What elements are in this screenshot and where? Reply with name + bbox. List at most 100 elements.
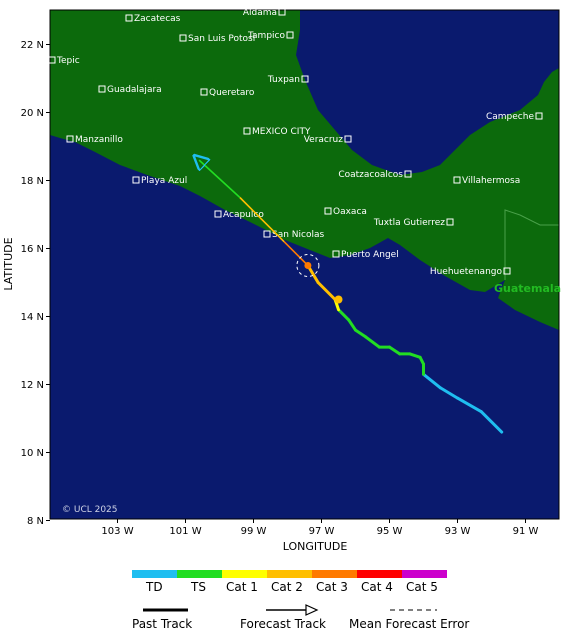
legend-category-label: Cat 5 xyxy=(406,580,438,594)
city-marker-icon xyxy=(446,218,454,226)
forecast-track-label: Forecast Track xyxy=(240,617,326,631)
city-label: Queretaro xyxy=(209,88,255,98)
city-marker-icon xyxy=(243,127,251,135)
x-tick-label: 103 W xyxy=(101,526,133,537)
city-label: Playa Azul xyxy=(141,176,187,186)
past-track-segment xyxy=(439,386,459,400)
past-track-label: Past Track xyxy=(132,617,192,631)
city-marker-icon xyxy=(179,34,187,42)
city-label: Manzanillo xyxy=(75,135,123,145)
city-marker-icon xyxy=(301,75,309,83)
city-label: Huehuetenango xyxy=(430,267,503,277)
city-marker-icon xyxy=(125,14,133,22)
city-label: MEXICO CITY xyxy=(252,127,311,137)
city-marker-icon xyxy=(214,210,222,218)
y-tick-label: 20 N xyxy=(21,108,44,119)
forecast-track-segment xyxy=(283,241,309,267)
y-tick-label: 18 N xyxy=(21,176,44,187)
legend-category-label: Cat 1 xyxy=(226,580,258,594)
city-label: Puerto Angel xyxy=(341,250,399,260)
forecast-track-segment xyxy=(239,196,285,243)
past-track-segment xyxy=(337,308,351,322)
city-marker-icon xyxy=(535,112,543,120)
legend-swatch xyxy=(312,570,357,578)
x-tick-label: 99 W xyxy=(241,526,267,537)
past-track-segment xyxy=(354,328,368,339)
y-tick-label: 14 N xyxy=(21,312,44,323)
city-marker-icon xyxy=(503,267,511,275)
city-marker-icon xyxy=(200,88,208,96)
city-label: Veracruz xyxy=(304,135,344,145)
forecast-arrow-icon xyxy=(305,604,319,616)
y-tick-label: 16 N xyxy=(21,244,44,255)
x-tick-label: 93 W xyxy=(445,526,471,537)
city-label: Oaxaca xyxy=(333,207,367,217)
y-tick-label: 12 N xyxy=(21,380,44,391)
past-track-segment xyxy=(364,335,381,349)
y-tick-label: 10 N xyxy=(21,448,44,459)
legend-category-label: TD xyxy=(145,580,163,594)
city-marker-icon xyxy=(344,135,352,143)
legend-swatch xyxy=(267,570,312,578)
x-tick-label: 101 W xyxy=(169,526,201,537)
x-tick-label: 95 W xyxy=(377,526,403,537)
land-guatemala xyxy=(498,210,559,330)
legend-swatch xyxy=(177,570,222,578)
legend-swatch xyxy=(357,570,402,578)
intensity-legend: TD TS Cat 1 Cat 2 Cat 3 Cat 4 Cat 5 xyxy=(132,570,447,594)
x-tick-label: 97 W xyxy=(309,526,335,537)
city-marker-icon xyxy=(66,135,74,143)
map-plot-area xyxy=(50,10,559,519)
city-label: San Nicolas xyxy=(272,230,324,240)
city-label: Tuxtla Gutierrez xyxy=(373,218,445,228)
city-marker-icon xyxy=(332,250,340,258)
city-marker-icon xyxy=(98,85,106,93)
past-track-segment xyxy=(479,410,504,434)
plot-frame xyxy=(49,9,560,520)
current-position-marker xyxy=(304,262,312,269)
past-track-segment xyxy=(456,396,483,414)
land-mexico xyxy=(50,10,559,292)
city-label: Guadalajara xyxy=(107,85,162,95)
city-marker-icon xyxy=(48,56,56,64)
country-label-guatemala: Guatemala xyxy=(494,282,561,295)
city-label: Coatzacoalcos xyxy=(338,170,403,180)
legend-swatch xyxy=(402,570,447,578)
x-tick-label: 91 W xyxy=(513,526,539,537)
forecast-error-circle xyxy=(296,254,320,277)
city-marker-icon xyxy=(132,176,140,184)
city-marker-icon xyxy=(278,8,286,16)
city-label: Aldama xyxy=(243,8,277,18)
city-label: San Luis Potosi xyxy=(188,34,255,44)
past-track-segment xyxy=(316,281,337,301)
legend-swatch xyxy=(132,570,177,578)
city-marker-icon xyxy=(453,176,461,184)
city-label: Tampico xyxy=(247,31,285,41)
legend-category-label: Cat 3 xyxy=(316,580,348,594)
y-tick-label: 8 N xyxy=(27,516,44,527)
legend-swatch xyxy=(222,570,267,578)
y-tick-label: 22 N xyxy=(21,40,44,51)
city-label: Tepic xyxy=(56,56,80,66)
city-marker-icon xyxy=(324,207,332,215)
city-marker-icon xyxy=(404,170,412,178)
country-border xyxy=(504,209,559,280)
legend-category-label: Cat 4 xyxy=(361,580,393,594)
axis-ticks: 103 W 101 W 99 W 97 W 95 W 93 W 91 W 22 N 20 N 18… xyxy=(21,40,539,537)
legend-category-label: TS xyxy=(190,580,206,594)
city-label: Zacatecas xyxy=(134,14,181,24)
x-axis-title: LONGITUDE xyxy=(283,540,348,553)
y-axis-title: LATITUDE xyxy=(2,237,15,290)
forecast-track-segment xyxy=(199,160,241,199)
legend-category-label: Cat 2 xyxy=(271,580,303,594)
city-marker-icon xyxy=(286,31,294,39)
city-marker-icon xyxy=(263,230,271,238)
city-label: Villahermosa xyxy=(462,176,520,186)
city-label: Tuxpan xyxy=(267,75,300,85)
past-track-segment xyxy=(422,372,442,390)
error-label: Mean Forecast Error xyxy=(349,617,469,631)
storm-track xyxy=(199,160,504,434)
city-label: Campeche xyxy=(486,112,534,122)
